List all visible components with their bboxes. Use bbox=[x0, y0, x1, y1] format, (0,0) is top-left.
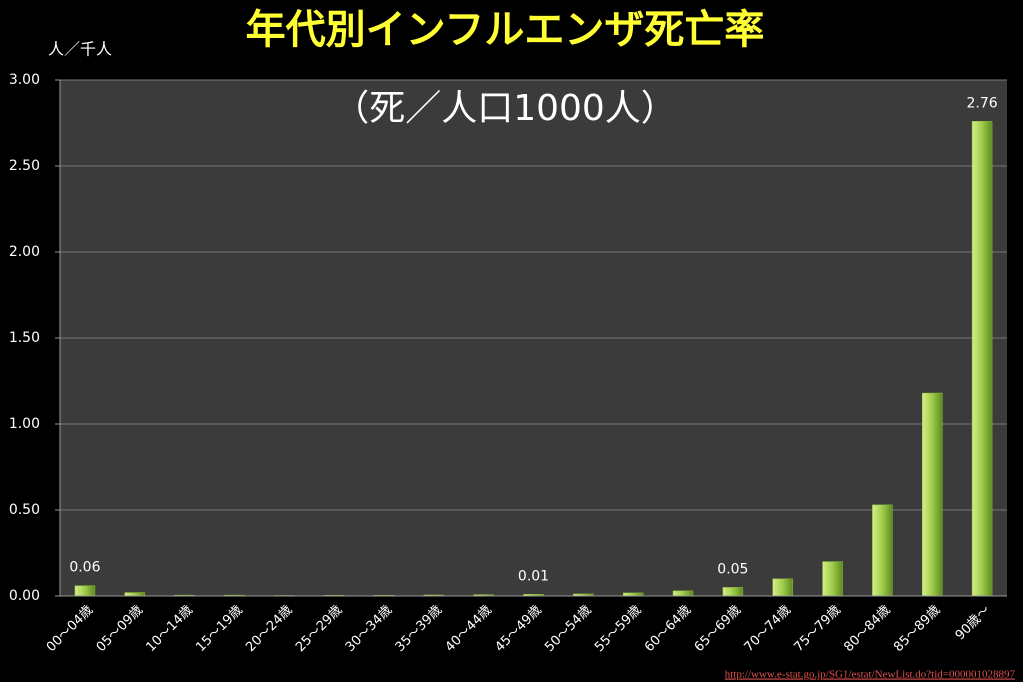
y-tick-label: 2.50 bbox=[9, 158, 40, 174]
x-tick-label: 00〜04歳 bbox=[44, 603, 96, 655]
y-tick-label: 0.50 bbox=[9, 502, 40, 518]
bar bbox=[672, 590, 694, 597]
bar bbox=[722, 587, 744, 597]
x-tick-label: 80〜84歳 bbox=[841, 603, 893, 655]
x-tick-label: 10〜14歳 bbox=[144, 603, 196, 655]
bar bbox=[921, 392, 943, 597]
bar bbox=[872, 504, 893, 597]
x-tick-label: 55〜59歳 bbox=[592, 603, 644, 655]
x-tick-label: 60〜64歳 bbox=[642, 603, 694, 655]
data-label: 0.05 bbox=[717, 561, 748, 577]
y-tick-label: 1.50 bbox=[9, 330, 40, 346]
data-label: 0.01 bbox=[518, 568, 549, 584]
y-axis-label: 人／千人 bbox=[48, 40, 112, 59]
bar bbox=[124, 592, 146, 597]
x-tick-label: 30〜34歳 bbox=[343, 603, 395, 655]
bar bbox=[822, 561, 843, 597]
source-link[interactable]: http://www.e-stat.go.jp/SG1/estat/NewLis… bbox=[725, 669, 1016, 681]
data-label: 2.76 bbox=[966, 95, 997, 111]
x-tick-label: 40〜44歳 bbox=[443, 603, 495, 655]
x-tick-label: 45〜49歳 bbox=[492, 603, 544, 655]
x-tick-label: 85〜89歳 bbox=[891, 603, 943, 655]
x-tick-label: 25〜29歳 bbox=[293, 603, 345, 655]
bar bbox=[971, 121, 993, 597]
y-tick-label: 2.00 bbox=[9, 244, 40, 260]
y-tick-label: 1.00 bbox=[9, 416, 40, 432]
bar bbox=[772, 578, 793, 597]
y-tick-label: 3.00 bbox=[9, 72, 40, 88]
x-tick-label: 90歳〜 bbox=[953, 603, 994, 644]
bar bbox=[74, 585, 96, 597]
chart-title: 年代別インフルエンザ死亡率 bbox=[246, 7, 765, 53]
x-tick-label: 20〜24歳 bbox=[243, 603, 295, 655]
x-tick-label: 70〜74歳 bbox=[742, 603, 794, 655]
x-tick-label: 50〜54歳 bbox=[542, 603, 594, 655]
x-tick-label: 05〜09歳 bbox=[94, 603, 146, 655]
y-tick-label: 0.00 bbox=[9, 588, 40, 604]
x-tick-label: 75〜79歳 bbox=[791, 603, 843, 655]
x-tick-label: 15〜19歳 bbox=[193, 603, 245, 655]
x-tick-label: 65〜69歳 bbox=[692, 603, 744, 655]
chart-subtitle: （死／人口1000人） bbox=[333, 88, 677, 129]
x-tick-label: 35〜39歳 bbox=[393, 603, 445, 655]
data-label: 0.06 bbox=[69, 560, 100, 576]
